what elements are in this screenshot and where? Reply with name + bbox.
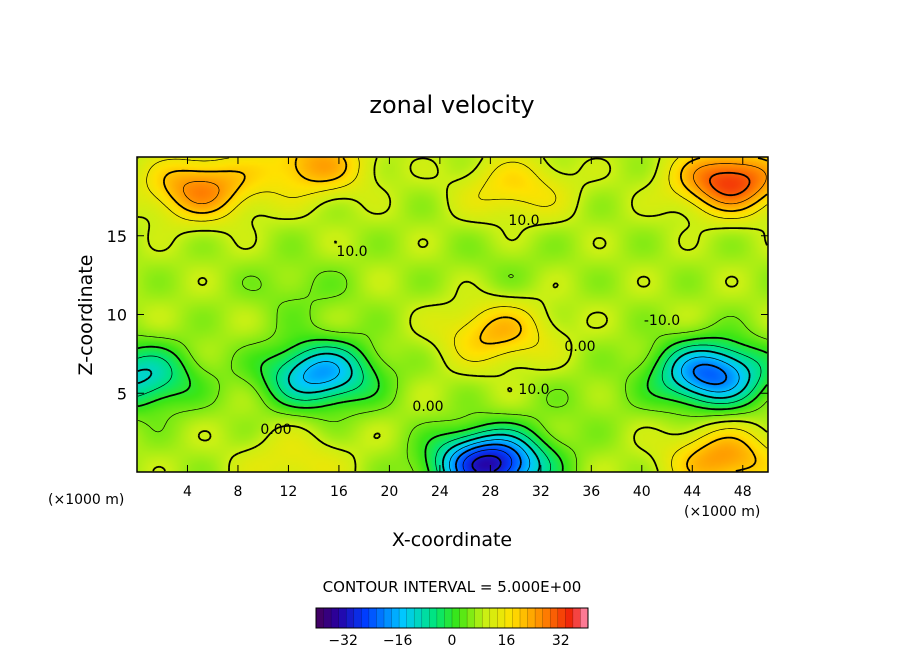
colorbar-segment xyxy=(316,608,325,628)
contour-line xyxy=(137,350,751,472)
colorbar-segment xyxy=(474,608,483,628)
z-unit-label: (×1000 m) xyxy=(48,492,124,508)
x-tick-label: 16 xyxy=(330,484,348,500)
colorbar-segment xyxy=(323,608,332,628)
colorbar-segment xyxy=(414,608,423,628)
colorbar-segment xyxy=(497,608,506,628)
contour-label: -10.0 xyxy=(644,313,680,329)
colorbar-segment xyxy=(459,608,468,628)
contour-line xyxy=(303,356,740,472)
x-axis-label: X-coordinate xyxy=(392,529,512,551)
colorbar-segment xyxy=(482,608,491,628)
colorbar-segment xyxy=(535,608,544,628)
contour-lines xyxy=(137,157,768,472)
colorbar-segment xyxy=(467,608,476,628)
x-axis-ticks: 4 8 12 16 20 24 28 32 36 40 44 48 xyxy=(183,157,752,500)
contour-line xyxy=(163,157,768,472)
contour-label: 10.0 xyxy=(508,213,539,229)
colorbar-segment xyxy=(550,608,559,628)
contour-line xyxy=(471,454,502,472)
colorbar xyxy=(315,607,589,629)
contour-interval-label: CONTOUR INTERVAL = 5.000E+00 xyxy=(323,578,582,596)
x-tick-label: 24 xyxy=(431,484,449,500)
z-tick-label: 15 xyxy=(107,227,127,246)
x-tick-label: 4 xyxy=(183,484,192,500)
contour-line xyxy=(182,163,767,205)
contour-labels: 10.0 10.0 -10.0 0.00 10.0 0.00 0.00 xyxy=(260,213,680,438)
z-tick-label: 5 xyxy=(117,384,127,403)
x-tick-label: 32 xyxy=(532,484,550,500)
colorbar-segment xyxy=(580,608,589,628)
colorbar-tick-label: −32 xyxy=(328,633,358,649)
colorbar-segment xyxy=(353,608,362,628)
x-tick-label: 8 xyxy=(233,484,242,500)
colorbar-segment xyxy=(376,608,385,628)
colorbar-tick-label: 0 xyxy=(448,633,457,649)
colorbar-segment xyxy=(406,608,415,628)
chart-title: zonal velocity xyxy=(369,91,534,119)
colorbar-segment xyxy=(391,608,400,628)
colorbar-segment xyxy=(361,608,370,628)
contour-line xyxy=(137,336,768,472)
contour-line xyxy=(137,270,768,472)
x-tick-label: 40 xyxy=(633,484,651,500)
colorbar-tick-label: 16 xyxy=(497,633,515,649)
contour-line xyxy=(146,157,768,472)
colorbar-segment xyxy=(542,608,551,628)
contour-line xyxy=(455,363,728,472)
z-tick-label: 10 xyxy=(107,306,127,325)
colorbar-tick-label: −16 xyxy=(383,633,413,649)
colorbar-segment xyxy=(436,608,445,628)
colorbar-segment xyxy=(346,608,355,628)
x-tick-label: 28 xyxy=(481,484,499,500)
contour-line xyxy=(137,344,762,472)
colorbar-frame xyxy=(315,607,589,629)
contour-line xyxy=(709,171,751,197)
colorbar-segment xyxy=(399,608,408,628)
x-tick-label: 20 xyxy=(380,484,398,500)
contour-label: 10.0 xyxy=(518,382,549,398)
colorbar-segment xyxy=(527,608,536,628)
colorbar-segment xyxy=(384,608,393,628)
contour-line xyxy=(462,449,513,472)
colorbar-segment xyxy=(368,608,377,628)
colorbar-ticks: −32 −16 0 16 32 xyxy=(328,633,569,649)
x-unit-label: (×1000 m) xyxy=(684,504,760,520)
colorbar-segment xyxy=(444,608,453,628)
colorbar-segment xyxy=(504,608,513,628)
z-axis-ticks: 5 10 15 xyxy=(107,227,768,403)
x-tick-label: 36 xyxy=(582,484,600,500)
velocity-field xyxy=(137,157,768,472)
colorbar-segment xyxy=(520,608,529,628)
colorbar-segment xyxy=(452,608,461,628)
contour-label: 0.00 xyxy=(412,399,443,415)
colorbar-segment xyxy=(429,608,438,628)
colorbar-segment xyxy=(512,608,521,628)
colorbar-segment xyxy=(338,608,347,628)
colorbar-segment xyxy=(489,608,498,628)
x-tick-label: 48 xyxy=(734,484,752,500)
x-tick-label: 12 xyxy=(280,484,298,500)
contour-label: 0.00 xyxy=(564,339,595,355)
colorbar-segment xyxy=(557,608,566,628)
contour-label: 0.00 xyxy=(260,422,291,438)
colorbar-segment xyxy=(421,608,430,628)
colorbar-segment xyxy=(565,608,574,628)
x-tick-label: 44 xyxy=(683,484,701,500)
z-axis-label: Z-coordinate xyxy=(75,255,97,376)
colorbar-segment xyxy=(572,608,581,628)
colorbar-segment xyxy=(331,608,340,628)
contour-line xyxy=(137,157,768,472)
colorbar-tick-label: 32 xyxy=(552,633,570,649)
contour-label: 10.0 xyxy=(336,244,367,260)
